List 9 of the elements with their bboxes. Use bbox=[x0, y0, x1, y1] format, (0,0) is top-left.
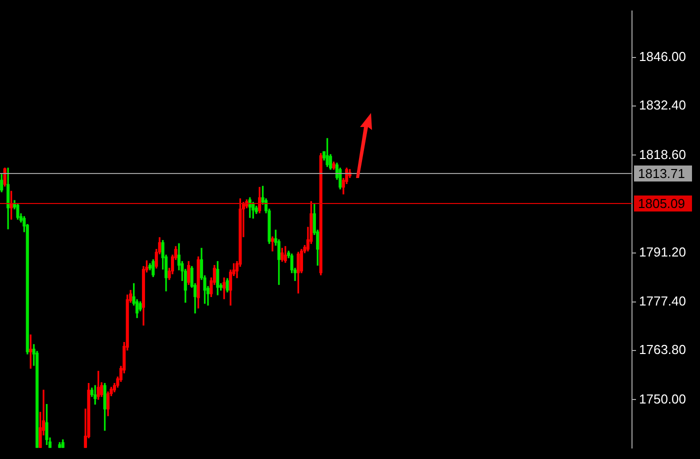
y-tick-label: 1846.00 bbox=[639, 49, 686, 64]
y-tick-label: 1763.80 bbox=[639, 342, 686, 358]
ref-line-label: 1805.09 bbox=[638, 196, 685, 212]
y-tick-label: 1818.60 bbox=[639, 146, 686, 162]
y-tick-label: 1777.40 bbox=[639, 294, 686, 309]
ref-line-label: 1813.71 bbox=[638, 166, 685, 182]
y-tick-label: 1750.00 bbox=[639, 391, 686, 406]
y-tick-label: 1791.20 bbox=[639, 244, 686, 260]
y-tick-label: 1832.40 bbox=[639, 98, 686, 113]
